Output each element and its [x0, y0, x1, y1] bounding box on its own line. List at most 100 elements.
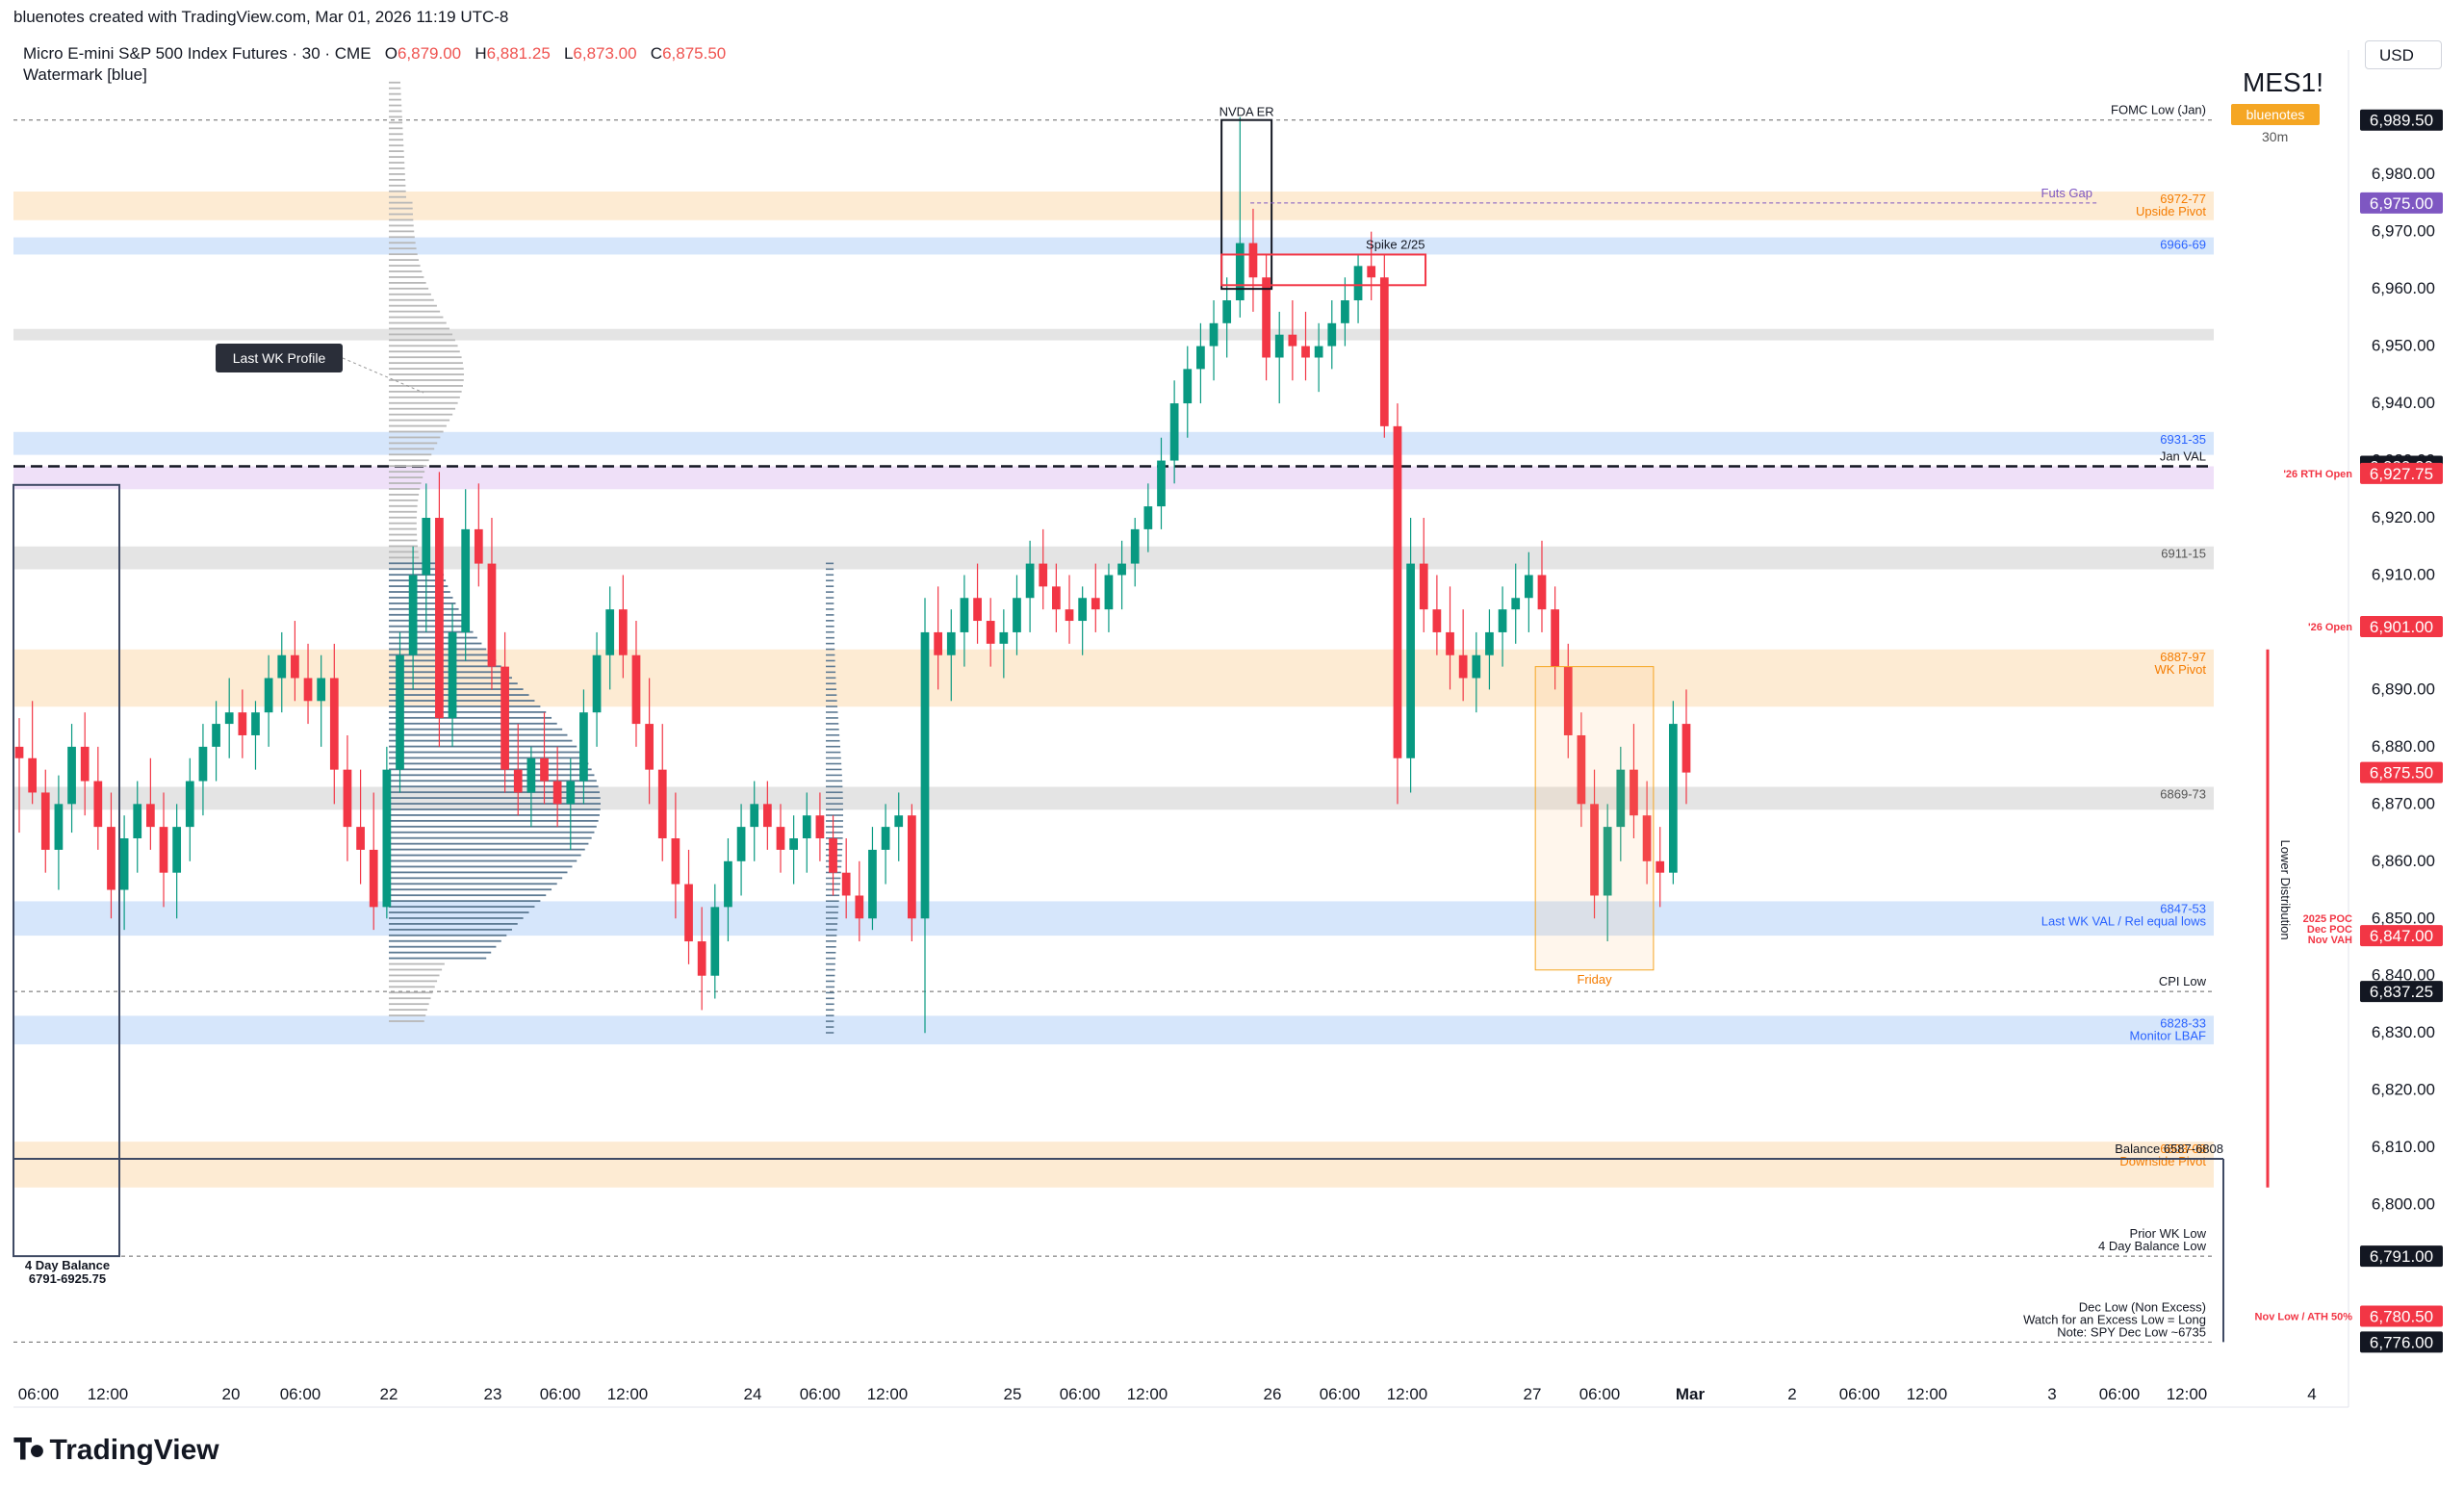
candle-body [382, 769, 392, 908]
volume-profile-bar [389, 522, 417, 525]
x-tick-label: 12:00 [1907, 1385, 1948, 1403]
candle-body [1143, 506, 1153, 529]
price-badge [2360, 925, 2443, 947]
timeframe-label: 30m [2262, 129, 2289, 144]
candle-body [762, 804, 772, 828]
volume-profile-bar [389, 167, 405, 169]
volume-profile-bar [389, 888, 552, 891]
volume-profile-bar [826, 591, 834, 593]
volume-profile-bar [389, 551, 419, 553]
volume-profile-bar [826, 620, 834, 622]
futs-gap-label: Futs Gap [2041, 186, 2092, 200]
x-tick-label: 23 [484, 1385, 502, 1403]
volume-profile-bar [826, 636, 834, 639]
zone-band [13, 1015, 2214, 1045]
candle-body [1458, 654, 1468, 679]
volume-profile-bar [389, 448, 435, 450]
volume-profile-bar [826, 1032, 834, 1034]
candle-body [920, 631, 930, 919]
symbol-description[interactable]: Micro E-mini S&P 500 Index Futures · 30 … [23, 44, 372, 63]
volume-profile-bar [826, 568, 834, 571]
volume-profile-bar [389, 951, 492, 954]
candle-body [973, 598, 982, 622]
volume-profile-bar [389, 195, 406, 198]
volume-profile-bar [826, 574, 834, 577]
volume-profile-bar [389, 104, 402, 107]
volume-profile-bar [389, 213, 413, 216]
volume-profile-bar [826, 946, 836, 948]
volume-profile-bar [389, 516, 417, 519]
volume-profile-bar [389, 407, 456, 410]
watermark-indicator[interactable]: Watermark [blue] [23, 65, 147, 84]
candle-body [1524, 575, 1533, 599]
volume-profile-bar [389, 162, 405, 164]
candle-body [343, 769, 352, 828]
currency-button[interactable]: USD [2365, 40, 2442, 69]
zone-label: Downside Pivot [2119, 1154, 2206, 1168]
volume-profile-bar [389, 453, 432, 456]
volume-profile-bar [826, 837, 843, 839]
volume-profile-bar [389, 265, 421, 267]
candle-body [657, 769, 667, 839]
close-label: C [650, 44, 663, 63]
candle-body [1288, 334, 1297, 346]
volume-profile-bar [826, 797, 843, 799]
candle-body [1013, 598, 1021, 632]
x-tick-label: 12:00 [88, 1385, 129, 1403]
low-value: 6,873.00 [573, 44, 637, 63]
volume-profile-bar [389, 597, 453, 599]
volume-profile-bar [389, 865, 573, 868]
volume-profile-bar [826, 826, 843, 828]
volume-profile-bar [826, 733, 840, 736]
level-label: Note: SPY Dec Low ~6735 [2057, 1324, 2206, 1339]
zone-band [13, 466, 2214, 490]
volume-profile-bar [826, 659, 835, 662]
candle-body [133, 804, 142, 839]
candle-body [1262, 277, 1270, 358]
candle-body [67, 746, 76, 805]
volume-profile-bar [389, 980, 438, 983]
volume-profile-bar [826, 980, 835, 983]
volume-profile-bar [389, 121, 403, 124]
volume-profile-bar [389, 579, 447, 582]
balance-label: Balance 6587-6808 [2115, 1142, 2223, 1156]
price-badge [2360, 1331, 2443, 1353]
volume-profile-bar [389, 436, 441, 439]
volume-profile-bar [826, 997, 834, 1000]
candle-body [80, 746, 90, 782]
volume-profile-bar [389, 333, 453, 336]
volume-profile-bar [826, 935, 837, 936]
volume-profile-bar [826, 665, 835, 668]
volume-profile-bar [389, 762, 589, 765]
volume-profile-bar [389, 287, 429, 290]
x-tick-label: 06:00 [800, 1385, 841, 1403]
volume-profile-bar [826, 780, 843, 782]
volume-profile-bar [389, 139, 403, 141]
y-tick-label: 6,810.00 [2372, 1138, 2435, 1156]
candle-body [500, 666, 509, 770]
candle-body [448, 631, 457, 719]
candle-body [1630, 769, 1638, 816]
x-tick-label: 12:00 [1387, 1385, 1428, 1403]
candle-body [1183, 369, 1193, 404]
tradingview-logo[interactable]: 𝐓● TradingView [13, 1434, 219, 1467]
four-day-balance-range: 6791-6925.75 [29, 1271, 106, 1286]
y-tick-label: 6,820.00 [2372, 1081, 2435, 1099]
candle-body [1169, 403, 1179, 461]
logo-text: TradingView [49, 1434, 219, 1466]
price-badge [2360, 1245, 2443, 1268]
candle-body [1117, 563, 1126, 576]
candle-body [329, 678, 339, 770]
x-tick-label: 3 [2047, 1385, 2056, 1403]
volume-profile-bar [826, 832, 843, 834]
candle-body [1157, 460, 1166, 507]
candle-body [592, 654, 602, 713]
candle-body [317, 678, 326, 702]
high-label: H [475, 44, 487, 63]
candle-body [474, 528, 483, 564]
y-tick-label: 6,830.00 [2372, 1023, 2435, 1041]
candle-body [369, 849, 378, 908]
volume-profile-bar [389, 568, 443, 571]
volume-profile-bar [389, 785, 599, 788]
